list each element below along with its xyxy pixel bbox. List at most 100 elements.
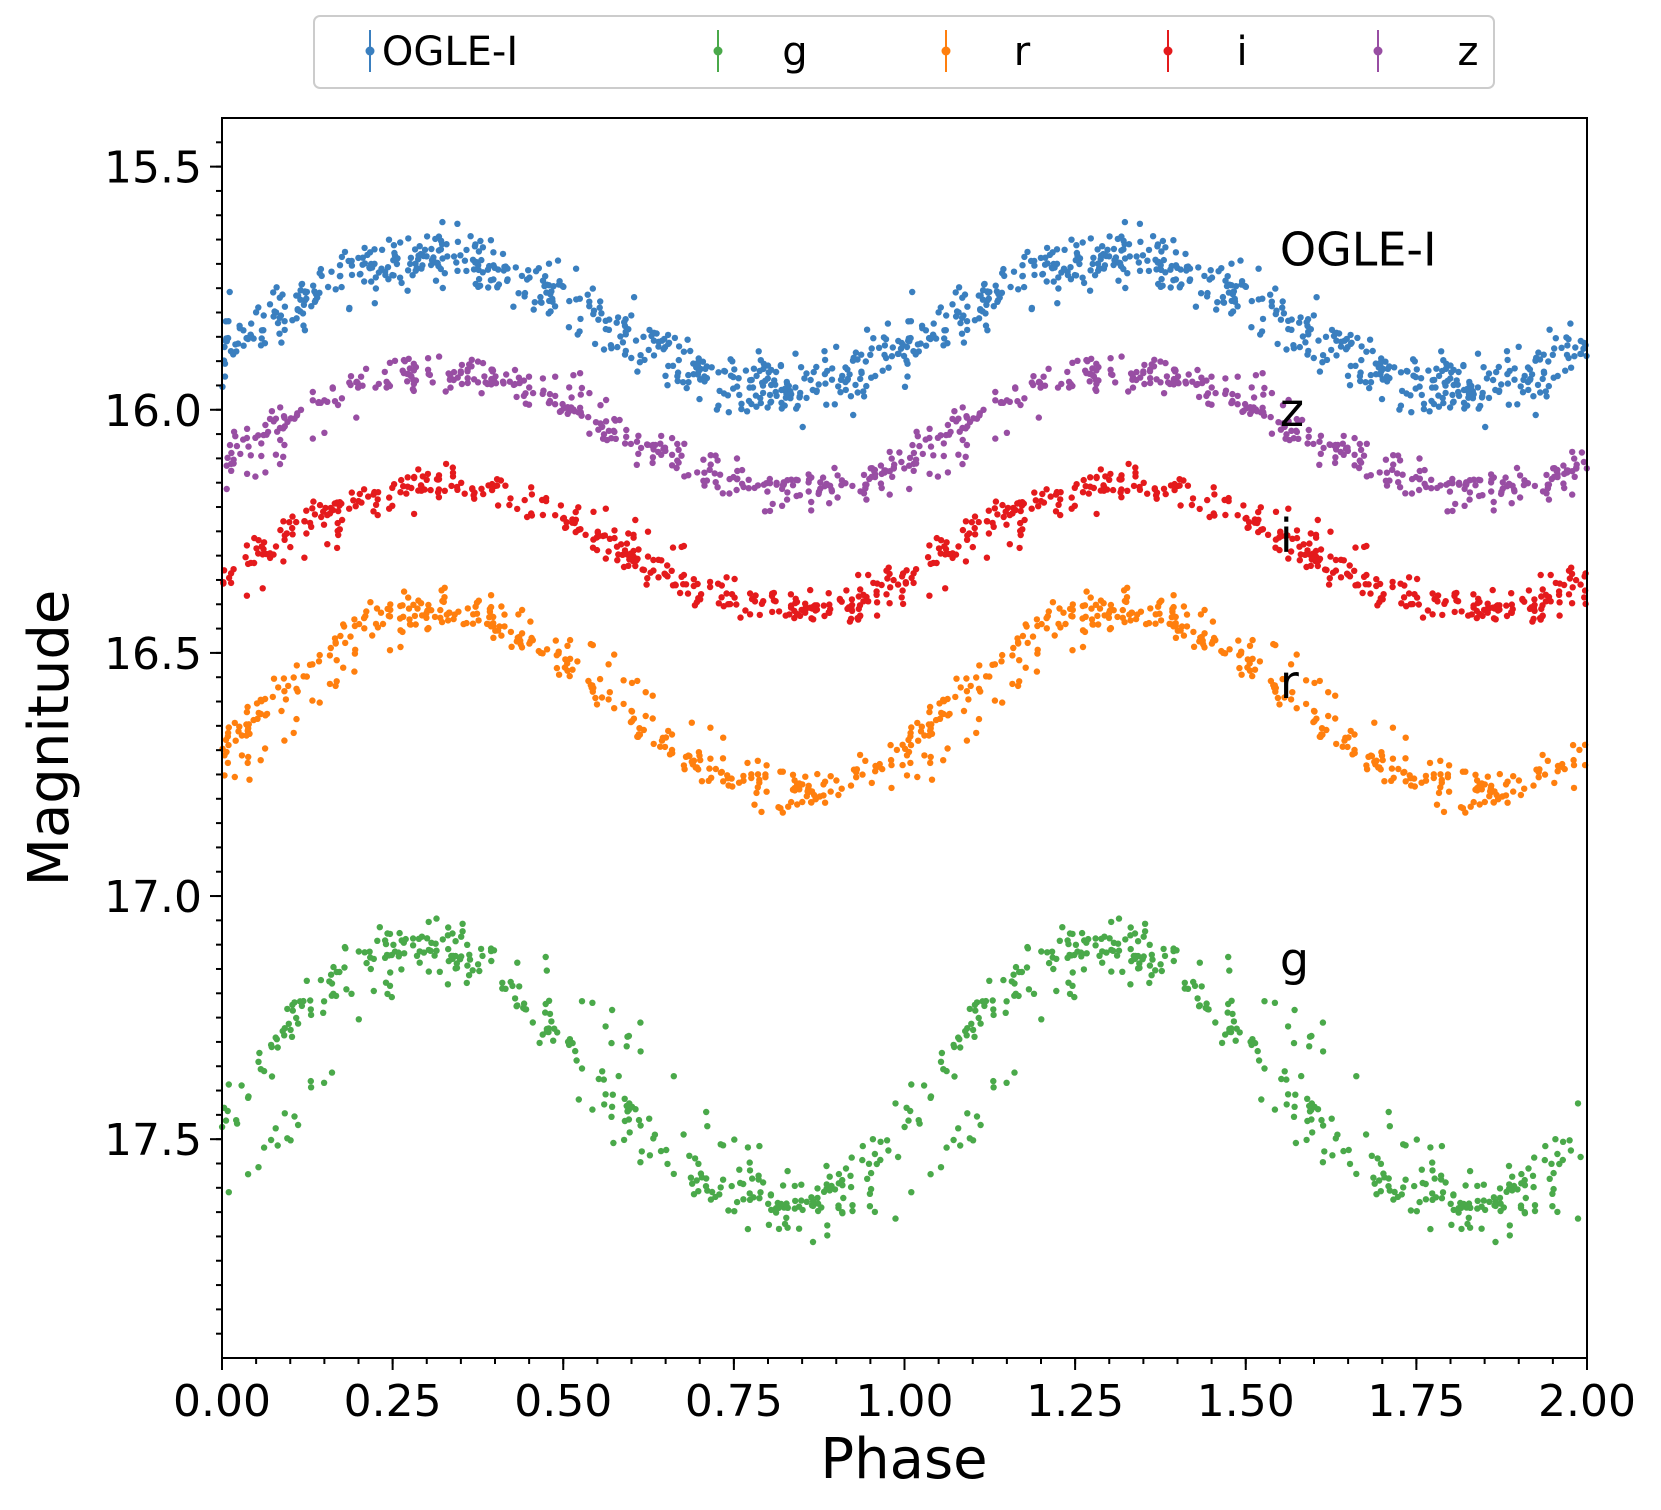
data-point xyxy=(1134,938,1142,945)
data-point xyxy=(759,1179,767,1186)
data-point xyxy=(565,324,573,331)
data-point xyxy=(1127,981,1134,988)
data-point xyxy=(310,282,317,289)
data-point xyxy=(1255,1057,1263,1064)
data-point xyxy=(370,491,377,498)
data-point xyxy=(361,244,368,252)
data-point xyxy=(417,482,425,489)
data-point xyxy=(1057,496,1064,503)
data-point xyxy=(975,518,982,526)
data-point xyxy=(707,461,714,468)
data-point xyxy=(1340,1147,1347,1155)
data-point xyxy=(421,246,429,253)
data-point xyxy=(1566,1137,1573,1144)
data-point xyxy=(1558,344,1565,351)
data-point xyxy=(1162,359,1169,367)
data-point xyxy=(259,585,266,592)
data-point xyxy=(903,752,911,759)
data-point xyxy=(1399,471,1406,478)
data-point xyxy=(1285,555,1292,562)
data-point xyxy=(685,371,692,379)
data-point xyxy=(381,268,389,275)
data-point xyxy=(1567,364,1575,371)
data-point xyxy=(1470,591,1477,598)
data-point xyxy=(826,1173,833,1180)
data-point xyxy=(1010,644,1017,652)
series-z xyxy=(223,353,1591,515)
data-point xyxy=(463,267,470,275)
data-point xyxy=(594,528,601,535)
data-point xyxy=(805,488,812,495)
data-point xyxy=(420,252,427,260)
data-point xyxy=(555,671,563,678)
data-point xyxy=(466,956,474,963)
data-point xyxy=(1530,393,1537,400)
data-point xyxy=(1019,262,1026,269)
data-point xyxy=(928,776,936,783)
data-point xyxy=(938,709,945,717)
data-point xyxy=(756,776,763,784)
data-point xyxy=(1038,948,1045,955)
data-point xyxy=(878,581,885,589)
data-point xyxy=(972,1007,979,1014)
data-point xyxy=(338,283,345,291)
data-point xyxy=(1530,782,1537,789)
data-point xyxy=(1043,244,1051,252)
data-point xyxy=(668,567,675,574)
data-point xyxy=(718,594,725,601)
data-point xyxy=(1095,267,1102,274)
x-tick-label: 0.75 xyxy=(685,1376,783,1427)
data-point xyxy=(1139,252,1147,259)
data-point xyxy=(866,475,873,483)
data-point xyxy=(1546,326,1553,333)
data-point xyxy=(1437,1172,1445,1179)
legend-marker xyxy=(713,46,723,56)
data-point xyxy=(835,791,842,799)
data-point xyxy=(1485,370,1493,377)
data-point xyxy=(1015,286,1022,293)
data-point xyxy=(1236,1029,1243,1036)
data-point xyxy=(927,1171,934,1178)
data-point xyxy=(957,1044,964,1051)
data-point xyxy=(1189,495,1197,502)
data-point xyxy=(614,343,621,351)
data-point xyxy=(764,404,771,411)
data-point xyxy=(857,375,864,383)
data-point xyxy=(586,303,593,310)
data-point xyxy=(649,692,656,699)
data-point xyxy=(1374,1155,1381,1162)
data-point xyxy=(1072,941,1080,948)
data-point xyxy=(956,428,963,435)
data-point xyxy=(498,632,505,639)
data-point xyxy=(410,601,417,608)
data-point xyxy=(708,364,715,371)
data-point xyxy=(379,620,387,628)
data-point xyxy=(311,511,319,518)
data-point xyxy=(930,320,937,327)
data-point xyxy=(564,410,571,417)
data-point xyxy=(797,364,805,371)
data-point xyxy=(1090,621,1097,628)
data-point xyxy=(424,626,431,633)
data-point xyxy=(1282,435,1289,442)
data-point xyxy=(1576,746,1583,754)
data-point xyxy=(1064,937,1071,944)
data-point xyxy=(260,312,267,319)
data-point xyxy=(1167,284,1174,291)
data-point xyxy=(445,609,453,616)
data-point xyxy=(477,237,484,245)
data-point xyxy=(898,458,905,466)
data-point xyxy=(740,1196,747,1203)
data-point xyxy=(683,384,690,392)
data-point xyxy=(326,652,334,659)
data-point xyxy=(628,312,635,319)
data-point xyxy=(326,510,334,517)
data-point xyxy=(257,1066,264,1073)
data-point xyxy=(745,397,753,405)
data-point xyxy=(476,967,483,975)
data-point xyxy=(1095,621,1102,628)
data-point xyxy=(310,498,317,505)
data-point xyxy=(1134,611,1141,618)
data-point xyxy=(821,799,829,806)
data-point xyxy=(665,362,672,370)
